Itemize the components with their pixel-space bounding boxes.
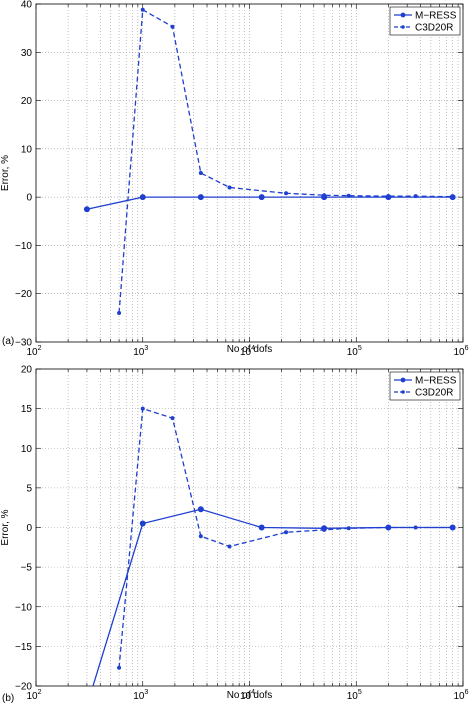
y-axis-label: Error, % bbox=[0, 155, 11, 191]
x-tick-label: 104 bbox=[240, 345, 255, 358]
series-line-1 bbox=[118, 407, 453, 668]
data-point bbox=[117, 311, 122, 316]
data-point bbox=[227, 544, 232, 549]
data-point bbox=[284, 530, 289, 535]
grid bbox=[36, 4, 463, 342]
y-tick-label: −15 bbox=[15, 642, 32, 653]
y-tick-label: 0 bbox=[26, 523, 32, 534]
data-point bbox=[117, 665, 122, 670]
data-point bbox=[284, 191, 289, 196]
legend-marker-1 bbox=[401, 25, 405, 29]
legend-label-1: C3D20R bbox=[415, 23, 453, 34]
x-tick-label: 102 bbox=[26, 689, 41, 702]
data-point bbox=[197, 506, 204, 513]
y-tick-label: −30 bbox=[15, 338, 32, 349]
y-tick-label: 15 bbox=[21, 404, 33, 415]
legend-label-0: M−RESS bbox=[415, 11, 457, 22]
data-point bbox=[140, 406, 145, 411]
y-tick-label: 20 bbox=[21, 365, 33, 376]
data-point bbox=[346, 193, 351, 198]
y-tick-label: −20 bbox=[15, 289, 32, 300]
y-tick-label: 5 bbox=[26, 483, 32, 494]
x-axis-label: No of dofs bbox=[227, 690, 273, 701]
legend-box bbox=[389, 371, 461, 401]
data-point bbox=[198, 534, 203, 539]
chart-panel-0: 102 103 104 105 106 −30 −20 −10 0 10 20 30 40 No of d… bbox=[0, 0, 469, 358]
data-point bbox=[139, 520, 146, 527]
data-point bbox=[139, 194, 146, 201]
legend-label-0: M−RESS bbox=[415, 376, 457, 387]
chart-panel-1: 102 103 104 105 106 −20 −15 −10 −5 0 5 10 15 20 No of … bbox=[0, 365, 469, 705]
y-tick-label: −5 bbox=[21, 563, 33, 574]
x-tick-label: 102 bbox=[26, 345, 41, 358]
x-tick-label: 103 bbox=[133, 345, 148, 358]
data-point bbox=[450, 525, 455, 530]
x-axis-label: No of dofs bbox=[227, 344, 273, 355]
y-tick-label: 30 bbox=[21, 48, 33, 59]
data-point bbox=[227, 185, 232, 190]
series-line-0 bbox=[92, 508, 453, 686]
data-point bbox=[170, 24, 175, 29]
legend-marker-1 bbox=[401, 390, 405, 394]
x-tick-label: 105 bbox=[347, 689, 362, 702]
grid bbox=[36, 369, 463, 686]
data-point bbox=[413, 194, 418, 199]
data-point bbox=[258, 194, 265, 201]
legend-marker-0 bbox=[400, 377, 406, 383]
y-tick-label: −10 bbox=[15, 241, 32, 252]
y-tick-label: −20 bbox=[15, 682, 32, 693]
y-tick-label: 40 bbox=[21, 0, 33, 11]
legend-marker-0 bbox=[400, 12, 406, 18]
series-group bbox=[83, 7, 456, 316]
data-point bbox=[170, 416, 175, 421]
y-tick-label: 10 bbox=[21, 144, 33, 155]
x-tick-label: 106 bbox=[453, 345, 468, 358]
data-point bbox=[322, 193, 327, 198]
data-point bbox=[346, 526, 351, 531]
data-point bbox=[386, 525, 391, 530]
y-tick-label: 20 bbox=[21, 96, 33, 107]
panel-label: (a) bbox=[2, 336, 14, 347]
panel-label: (b) bbox=[2, 693, 14, 704]
data-point bbox=[198, 171, 203, 175]
data-point bbox=[83, 206, 90, 213]
data-point bbox=[197, 194, 204, 201]
y-tick-label: −10 bbox=[15, 602, 32, 613]
data-point bbox=[140, 7, 145, 12]
x-tick-label: 103 bbox=[133, 689, 148, 702]
series-group bbox=[92, 406, 456, 686]
y-axis-label: Error, % bbox=[0, 509, 11, 545]
data-point bbox=[413, 525, 418, 530]
series-line-1 bbox=[118, 8, 453, 314]
data-point bbox=[258, 524, 265, 531]
x-tick-label: 105 bbox=[347, 345, 362, 358]
x-tick-label: 106 bbox=[453, 689, 468, 702]
x-tick-label: 104 bbox=[240, 689, 255, 702]
y-tick-label: 10 bbox=[21, 444, 33, 455]
data-point bbox=[450, 194, 455, 199]
y-tick-label: 0 bbox=[26, 193, 32, 204]
legend-box bbox=[389, 6, 461, 36]
legend-label-1: C3D20R bbox=[415, 388, 453, 399]
data-point bbox=[386, 194, 391, 199]
data-point bbox=[322, 527, 327, 532]
